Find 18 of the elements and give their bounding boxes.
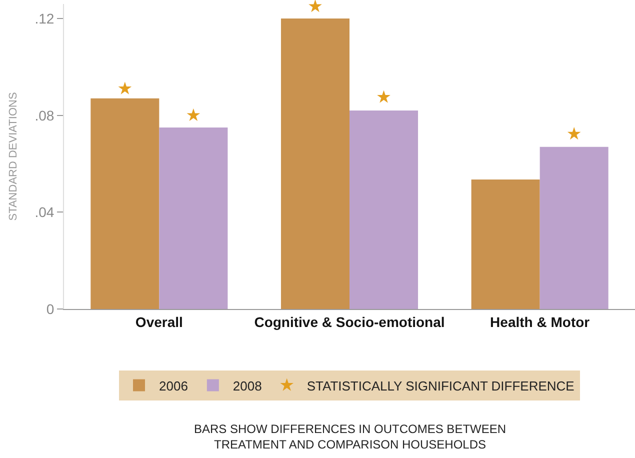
legend-label: STATISTICALLY SIGNIFICANT DIFFERENCE xyxy=(306,378,575,394)
bar xyxy=(280,18,350,309)
bar xyxy=(540,146,608,309)
x-tick-label: Cognitive & Socio-emotional xyxy=(254,314,445,330)
bar xyxy=(90,98,160,309)
x-tick-label: Health & Motor xyxy=(490,314,590,330)
y-tick-label: 0 xyxy=(46,300,54,317)
y-tick-label: .04 xyxy=(34,204,54,220)
bar xyxy=(159,127,228,309)
x-tick-label: Overall xyxy=(135,314,183,330)
text: BARS SHOW DIFFERENCES IN OUTCOMES BETWEEN TREATMENT AND COMPARISON HOUSEHOLDS xyxy=(194,422,506,452)
y-axis-title: STANDARD DEVIATIONS xyxy=(7,92,20,221)
legend-label: 2008 xyxy=(232,378,262,394)
y-tick-label: .12 xyxy=(34,10,54,26)
y-tick-label: .08 xyxy=(34,107,54,124)
legend-label: 2006 xyxy=(159,378,188,394)
bar xyxy=(350,110,418,309)
bar xyxy=(471,180,540,309)
